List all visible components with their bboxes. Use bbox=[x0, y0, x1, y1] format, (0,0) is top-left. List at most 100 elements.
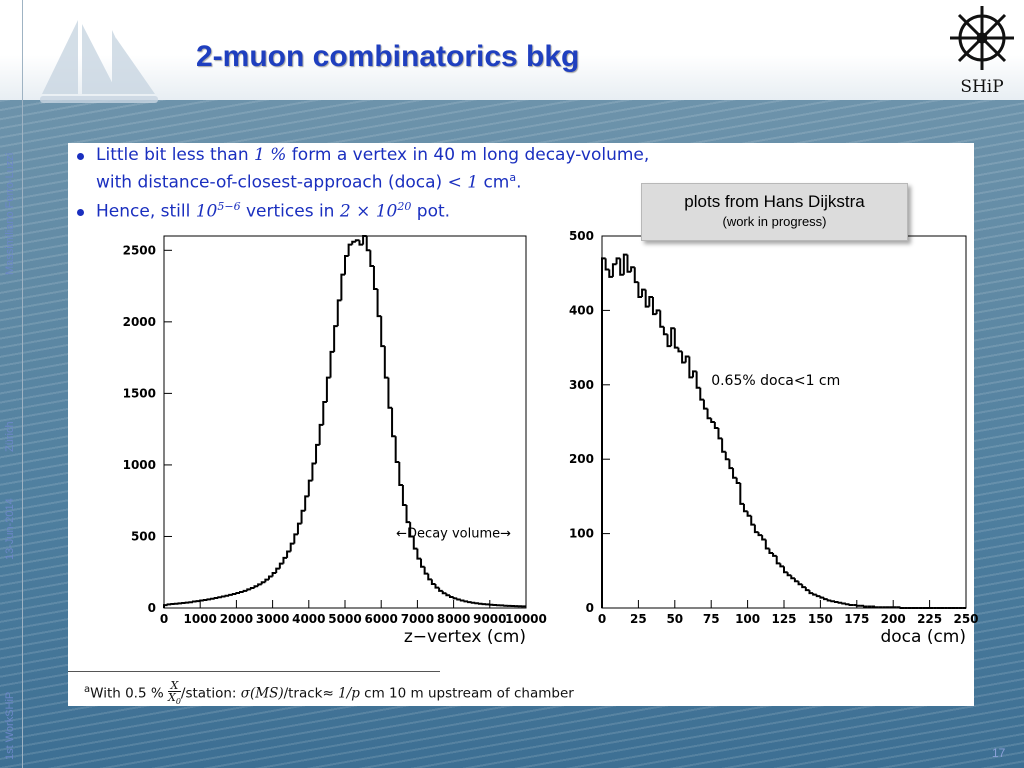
x-tick-label: 175 bbox=[844, 612, 869, 626]
fraction-denominator: X0 bbox=[168, 692, 181, 707]
histogram-bin bbox=[641, 288, 646, 298]
bullet-math: < 1 bbox=[447, 172, 479, 193]
y-tick-label: 2000 bbox=[123, 315, 156, 329]
histogram-bin bbox=[724, 451, 730, 461]
histogram-bin bbox=[732, 468, 737, 479]
histogram-bin bbox=[191, 600, 197, 603]
histogram-bin bbox=[775, 555, 781, 565]
histogram-bin bbox=[217, 596, 222, 599]
bullet-text: form a vertex in 40 m long decay-volume, bbox=[286, 145, 650, 165]
histogram-bin bbox=[761, 535, 766, 541]
bullet-text: Little bit less than bbox=[96, 145, 255, 165]
histogram-bin bbox=[874, 606, 879, 609]
bullet-1-line-2: with distance-of-closest-approach (doca)… bbox=[96, 171, 522, 193]
x-tick-label: 100 bbox=[735, 612, 760, 626]
histogram-bin bbox=[246, 588, 251, 591]
histogram-bin bbox=[786, 572, 792, 577]
logo-text: SHiP bbox=[960, 77, 1004, 97]
bullet-text: pot. bbox=[411, 201, 451, 222]
histogram-bin bbox=[311, 462, 317, 481]
histogram-bin bbox=[289, 542, 295, 552]
sidebar-location: Zürich bbox=[4, 421, 16, 452]
histogram-bin bbox=[713, 422, 719, 429]
histogram-bin bbox=[448, 595, 454, 598]
histogram-bin bbox=[282, 556, 288, 564]
histogram-bin bbox=[434, 583, 440, 589]
histogram-bin bbox=[626, 254, 632, 273]
bullet-math-sup: 5−6 bbox=[217, 200, 241, 213]
x-tick-label: 5000 bbox=[328, 612, 361, 626]
plot-frame bbox=[601, 235, 967, 609]
bullet-math: 10 bbox=[195, 201, 218, 222]
histogram-bin bbox=[764, 539, 770, 550]
x-axis-label: z−vertex (cm) bbox=[404, 627, 526, 647]
histogram-bin bbox=[688, 356, 693, 379]
x-tick-label: 150 bbox=[808, 612, 833, 626]
histogram-bin bbox=[801, 584, 806, 589]
footnote-text: /track≈ bbox=[283, 685, 339, 702]
x-tick-label: 1000 bbox=[183, 612, 216, 626]
doca-histogram: 0 100 200 300 400 500 0 25 50 75 100 125 150 175 200 22… bbox=[569, 229, 978, 647]
histogram-bin bbox=[351, 240, 356, 245]
y-tick-label: 500 bbox=[131, 529, 156, 543]
histogram-bin bbox=[438, 587, 443, 592]
histogram-bin bbox=[790, 575, 795, 580]
bullet-math: 1 % bbox=[254, 145, 287, 165]
x-tick-label: 6000 bbox=[364, 612, 397, 626]
y-tick-label: 0 bbox=[148, 601, 156, 615]
footnote-math: 1/p bbox=[338, 685, 360, 702]
histogram-bin bbox=[275, 567, 280, 573]
histogram-bin bbox=[412, 536, 418, 550]
histogram-bin bbox=[699, 387, 704, 401]
histogram-bin bbox=[804, 587, 810, 592]
histogram-bin bbox=[768, 548, 774, 554]
sidebar-event: 1st WorkSHiP bbox=[4, 691, 16, 760]
histogram-bin bbox=[318, 423, 324, 445]
histogram-bin bbox=[347, 243, 353, 257]
histogram-bin bbox=[260, 581, 266, 585]
histogram-bin bbox=[826, 599, 832, 602]
histogram-bin bbox=[242, 589, 248, 592]
histogram-bin bbox=[728, 459, 734, 470]
bullet-1-line-1: Little bit less than 1 % form a vertex i… bbox=[96, 145, 649, 165]
histogram-bin bbox=[742, 503, 748, 513]
y-tick-label: 1500 bbox=[123, 386, 156, 400]
histogram-bin bbox=[823, 597, 828, 601]
bullet-dot bbox=[77, 209, 84, 216]
histogram-bin bbox=[721, 438, 726, 453]
histogram-bin bbox=[391, 407, 396, 438]
histogram-bin bbox=[362, 235, 367, 245]
footnote: aWith 0.5 % X X0/station: σ(MS)/track≈ 1/… bbox=[84, 680, 574, 707]
x-tick-label: 3000 bbox=[256, 612, 289, 626]
histogram-bin bbox=[841, 602, 846, 605]
histogram-bin bbox=[611, 263, 617, 277]
histogram-bin bbox=[855, 604, 861, 607]
histogram-bin bbox=[706, 408, 712, 420]
x-tick-label: 7000 bbox=[401, 612, 434, 626]
histogram-bin bbox=[430, 579, 436, 585]
y-tick-label: 0 bbox=[586, 601, 594, 615]
x-tick-label: 250 bbox=[953, 612, 978, 626]
fraction-denominator-symbol: X bbox=[167, 691, 176, 704]
histogram-bin bbox=[228, 593, 233, 596]
histogram-bin bbox=[739, 483, 744, 505]
histogram-bin bbox=[420, 558, 425, 568]
histogram-bin bbox=[717, 427, 723, 440]
x-tick-label: 0 bbox=[598, 612, 606, 626]
histogram-bin bbox=[249, 586, 255, 590]
histogram-bin bbox=[235, 591, 241, 594]
histogram-bin bbox=[253, 585, 259, 588]
bullet-text: cm bbox=[478, 172, 510, 193]
histogram-bin bbox=[264, 578, 269, 583]
histogram-bin bbox=[365, 236, 371, 252]
histogram-bin bbox=[772, 552, 777, 557]
ship-logo: SHiP bbox=[942, 4, 1022, 97]
histogram-bin bbox=[644, 289, 650, 308]
histogram-bin bbox=[692, 370, 697, 378]
x-tick-label: 0 bbox=[160, 612, 168, 626]
histogram-bin bbox=[300, 509, 306, 524]
footnote-rule bbox=[68, 671, 440, 672]
histogram-bin bbox=[470, 601, 476, 604]
plot-frame bbox=[163, 235, 527, 609]
histogram-bin bbox=[681, 351, 686, 364]
